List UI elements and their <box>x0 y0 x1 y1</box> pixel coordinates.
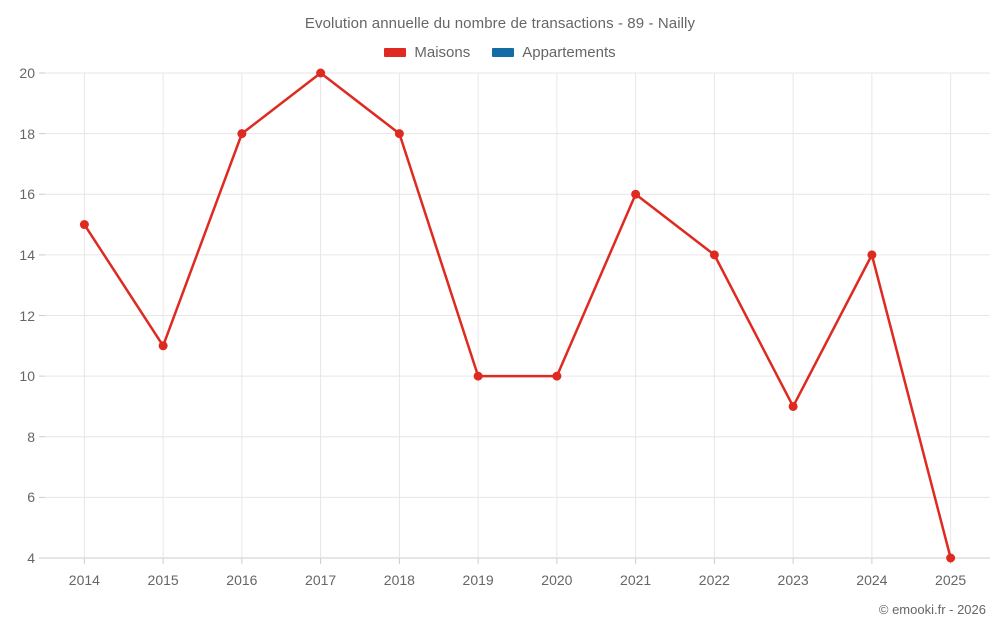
data-point[interactable] <box>79 220 89 230</box>
data-point[interactable] <box>709 250 719 260</box>
data-point[interactable] <box>473 371 483 381</box>
data-point[interactable] <box>946 553 956 563</box>
legend-swatch-appartements <box>492 48 515 57</box>
chart-legend: Maisons Appartements <box>0 44 1000 61</box>
data-point[interactable] <box>867 250 877 260</box>
copyright-credit: © emooki.fr - 2026 <box>878 602 986 617</box>
data-point[interactable] <box>237 129 247 139</box>
data-point[interactable] <box>316 68 326 78</box>
data-point[interactable] <box>631 189 641 199</box>
chart-title: Evolution annuelle du nombre de transact… <box>304 15 696 32</box>
legend-swatch-maisons <box>384 48 407 57</box>
data-point[interactable] <box>552 371 562 381</box>
legend-label-maisons: Maisons <box>414 44 471 61</box>
series-line-maisons <box>83 71 952 560</box>
data-point[interactable] <box>788 401 798 411</box>
legend-label-appartements: Appartements <box>522 44 616 61</box>
data-point[interactable] <box>394 129 404 139</box>
data-point[interactable] <box>158 341 168 351</box>
legend-item-maisons[interactable]: Maisons <box>384 44 470 61</box>
legend-item-appartements[interactable]: Appartements <box>492 44 616 61</box>
